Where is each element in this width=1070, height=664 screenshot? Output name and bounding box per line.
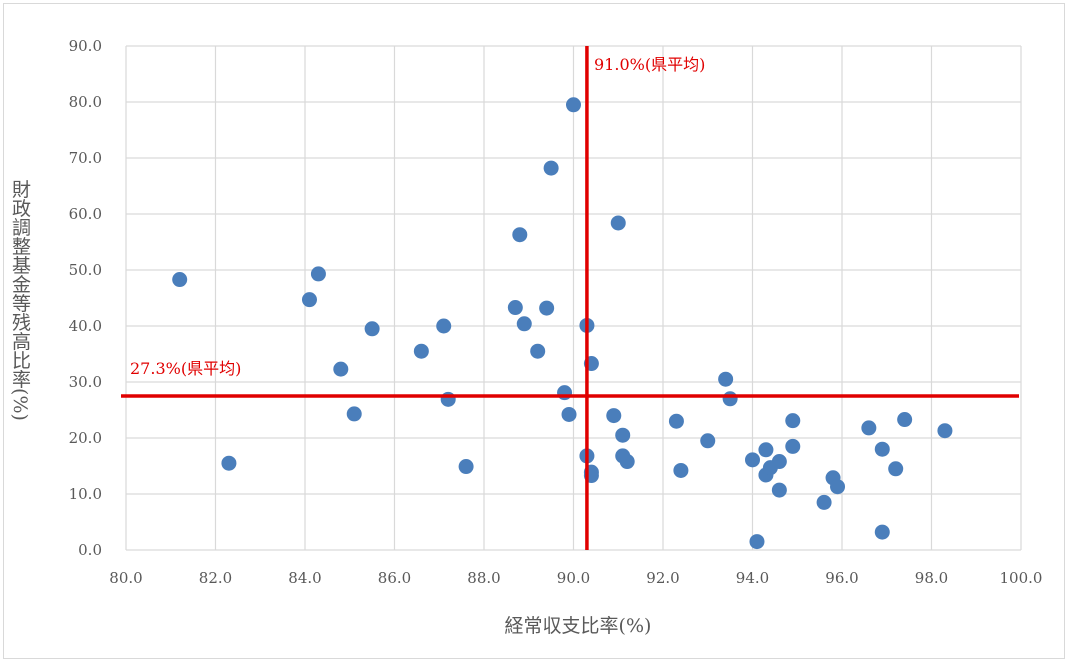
y-tick-label: 50.0: [69, 261, 102, 279]
data-point: [785, 438, 801, 454]
x-tick-label: 100.0: [1000, 569, 1043, 587]
data-point: [440, 391, 456, 407]
data-point: [530, 343, 546, 359]
data-point: [346, 406, 362, 422]
x-tick-label: 88.0: [467, 569, 500, 587]
data-point: [566, 97, 581, 113]
y-tick-label: 0.0: [78, 541, 102, 559]
data-point: [221, 455, 237, 471]
horizontal-reference-label: 27.3%(県平均): [130, 359, 241, 378]
data-point: [606, 408, 622, 424]
y-tick-label: 20.0: [69, 429, 102, 447]
data-point: [619, 454, 635, 470]
data-point: [610, 215, 626, 231]
data-point: [749, 534, 765, 550]
x-tick-label: 92.0: [646, 569, 679, 587]
data-points: [172, 97, 953, 550]
data-point: [516, 316, 532, 332]
data-point: [771, 454, 787, 470]
data-point: [745, 452, 760, 468]
data-point: [897, 412, 913, 428]
data-point: [436, 318, 452, 334]
x-tick-label: 86.0: [378, 569, 411, 587]
data-point: [758, 442, 774, 458]
y-tick-label: 60.0: [69, 205, 102, 223]
data-point: [888, 461, 904, 477]
data-point: [615, 427, 631, 443]
data-point: [413, 343, 429, 359]
data-point: [539, 300, 555, 316]
data-point: [364, 321, 380, 337]
y-axis-ticks: 0.0 10.0 20.0 30.0 40.0 50.0 60.0 70.0 80.0 90.0: [69, 37, 102, 559]
x-tick-label: 94.0: [736, 569, 769, 587]
x-tick-label: 98.0: [915, 569, 948, 587]
data-point: [830, 479, 846, 495]
data-point: [874, 524, 890, 540]
data-point: [722, 391, 738, 407]
data-point: [172, 272, 188, 288]
y-tick-label: 70.0: [69, 149, 102, 167]
x-tick-label: 84.0: [288, 569, 321, 587]
reference-lines: [121, 46, 1019, 550]
data-point: [874, 441, 890, 457]
x-tick-label: 90.0: [557, 569, 590, 587]
data-point: [507, 300, 523, 316]
y-tick-label: 30.0: [69, 373, 102, 391]
gridlines: [125, 45, 1022, 551]
data-point: [310, 266, 326, 282]
y-axis-title: 財政調整基金等残高比率(%): [9, 179, 31, 421]
data-point: [557, 385, 573, 401]
data-point: [561, 406, 577, 422]
y-tick-label: 90.0: [69, 37, 102, 55]
data-point: [937, 423, 953, 439]
data-point: [673, 462, 689, 478]
data-point: [301, 292, 317, 308]
data-point: [512, 227, 528, 243]
data-point: [861, 420, 877, 436]
y-tick-label: 40.0: [69, 317, 102, 335]
x-axis-ticks: 80.0 82.0 84.0 86.0 88.0 90.0 92.0 94.0 96.0 98.0…: [109, 569, 1042, 587]
data-point: [543, 160, 559, 176]
y-tick-label: 10.0: [69, 485, 102, 503]
data-point: [333, 361, 349, 377]
data-point: [816, 494, 832, 510]
vertical-reference-label: 91.0%(県平均): [594, 55, 705, 74]
y-tick-label: 80.0: [69, 93, 102, 111]
data-point: [458, 459, 474, 475]
x-tick-label: 96.0: [825, 569, 858, 587]
x-tick-label: 82.0: [199, 569, 232, 587]
data-point: [718, 371, 734, 387]
data-point: [668, 413, 684, 429]
data-point: [785, 413, 801, 429]
data-point: [700, 433, 716, 449]
x-axis-title: 経常収支比率(%): [505, 615, 652, 637]
x-tick-label: 80.0: [109, 569, 142, 587]
data-point: [771, 482, 787, 498]
